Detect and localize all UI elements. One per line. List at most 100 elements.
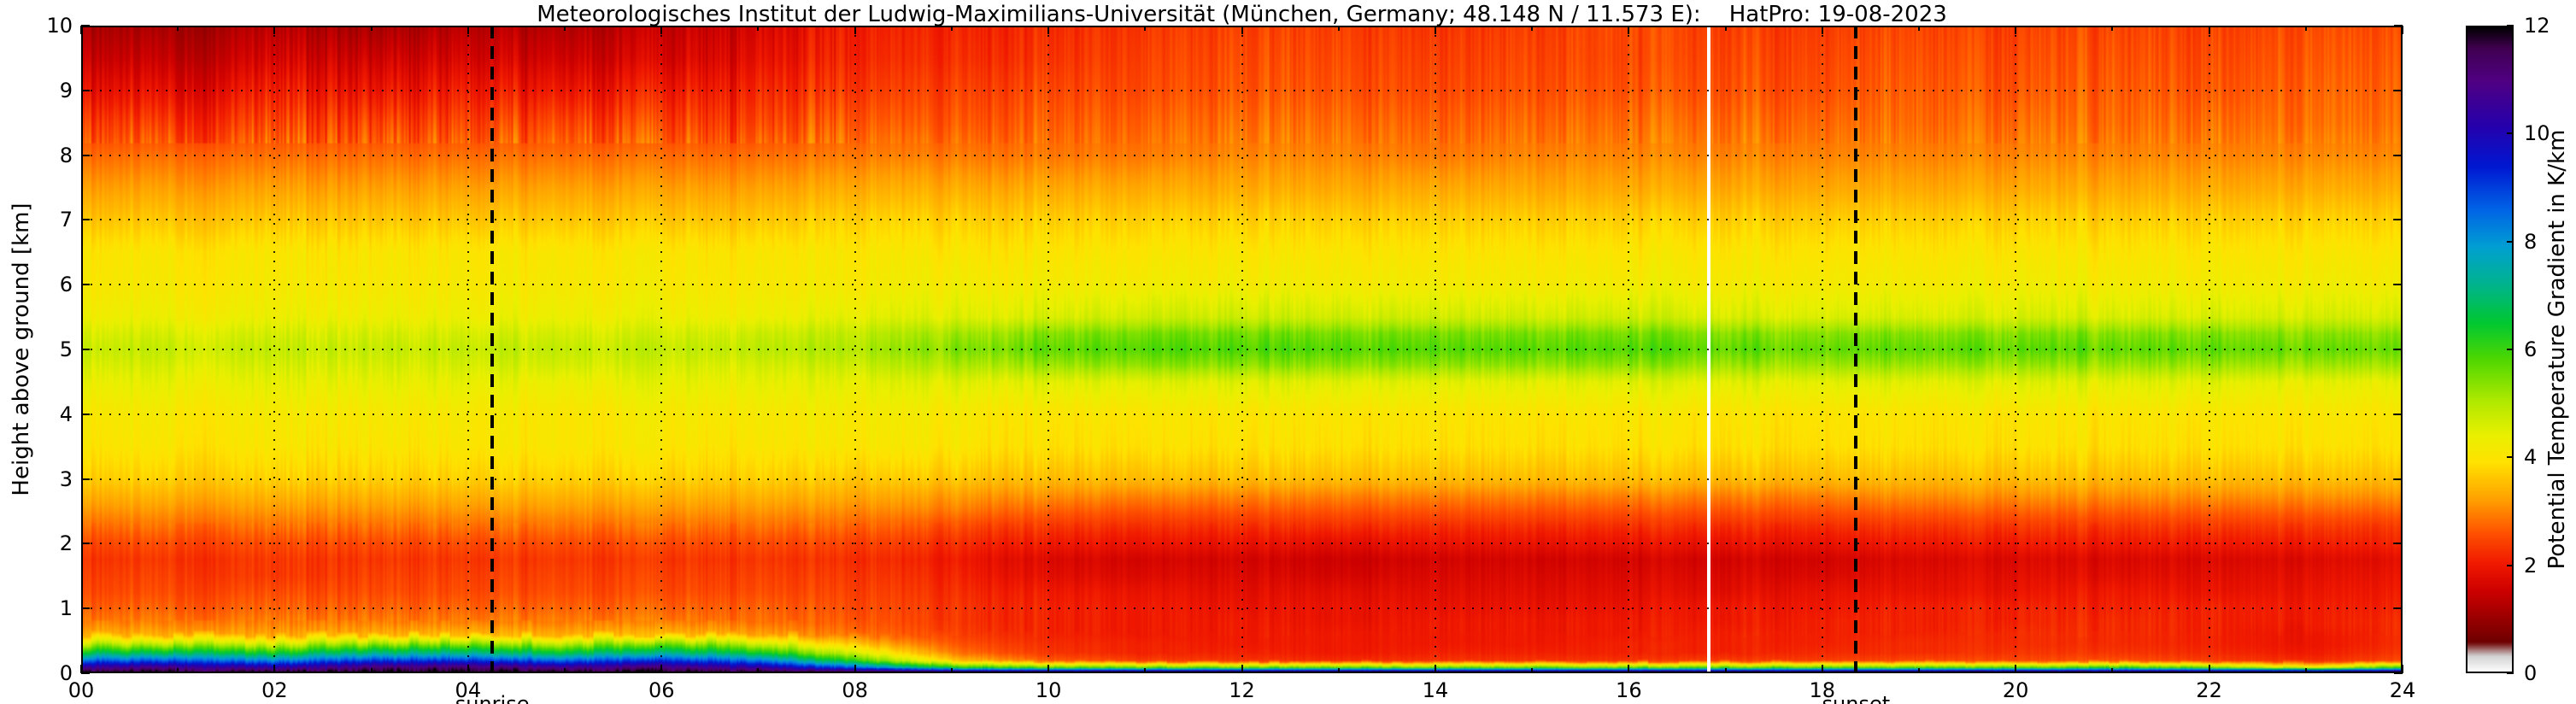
colorbar-tick-label: 10 [2524, 121, 2550, 146]
x-tick-mark [1241, 26, 1243, 34]
colorbar-canvas [2466, 26, 2514, 673]
y-tick-mark [2394, 219, 2403, 221]
y-tick-mark [81, 89, 90, 91]
colorbar-tick-mark [2507, 672, 2514, 674]
y-tick-mark [81, 349, 90, 350]
x-minor-tick-mark [1531, 668, 1534, 673]
x-minor-tick-mark [1144, 26, 1147, 31]
sunset-line [1854, 26, 1858, 673]
x-minor-tick-mark [370, 668, 373, 673]
x-tick-label: 00 [67, 678, 95, 702]
colorbar-tick-mark [2507, 132, 2514, 135]
x-tick-mark [2402, 26, 2403, 34]
x-tick-mark [1434, 26, 1436, 34]
y-tick-label: 7 [59, 208, 73, 232]
x-tick-label: 02 [261, 678, 288, 702]
x-tick-mark [1241, 665, 1243, 673]
x-tick-label: 24 [2389, 678, 2416, 702]
x-minor-tick-mark [370, 26, 373, 31]
x-tick-label: 08 [842, 678, 868, 702]
x-minor-tick-mark [1337, 26, 1340, 31]
x-minor-tick-mark [2111, 668, 2114, 673]
sunrise-line [490, 26, 495, 673]
x-minor-tick-mark [1917, 26, 1920, 31]
y-tick-mark [2394, 607, 2403, 610]
y-tick-mark [2394, 284, 2403, 286]
y-tick-mark [81, 478, 90, 480]
x-minor-tick-mark [950, 668, 953, 673]
colorbar-tick-label: 2 [2524, 553, 2538, 578]
colorbar-tick-mark [2507, 25, 2514, 26]
x-tick-label: 16 [1616, 678, 1642, 702]
plot-title: Meteorologisches Institut der Ludwig-Max… [537, 2, 1947, 27]
x-tick-mark [2015, 665, 2017, 673]
x-minor-tick-mark [564, 668, 566, 673]
colorbar-label: Potential Temperature Gradient in K/km [2544, 129, 2570, 570]
x-tick-mark [2208, 26, 2210, 34]
x-minor-tick-mark [177, 26, 179, 31]
x-tick-mark [1821, 26, 1823, 34]
x-minor-tick-mark [2304, 26, 2307, 31]
y-tick-mark [81, 413, 90, 415]
x-tick-mark [273, 665, 276, 673]
x-tick-label: 14 [1422, 678, 1449, 702]
x-minor-tick-mark [1144, 668, 1147, 673]
y-tick-label: 6 [59, 273, 73, 297]
x-minor-tick-mark [1531, 26, 1534, 31]
x-minor-tick-mark [757, 668, 760, 673]
x-tick-mark [2015, 26, 2017, 34]
y-tick-label: 4 [59, 402, 73, 426]
gridline-vertical [1434, 26, 1436, 673]
colorbar-tick-label: 4 [2524, 445, 2538, 470]
gridline-vertical [1241, 26, 1243, 673]
gridline-vertical [466, 26, 469, 673]
x-tick-label: 18 [1809, 678, 1836, 702]
y-tick-mark [2394, 478, 2403, 480]
gridline-vertical [2208, 26, 2210, 673]
x-minor-tick-mark [950, 26, 953, 31]
colorbar-tick-mark [2507, 349, 2514, 350]
colorbar-tick-label: 6 [2524, 337, 2538, 361]
y-tick-label: 9 [59, 78, 73, 103]
x-tick-mark [1628, 26, 1630, 34]
y-tick-label: 0 [59, 661, 73, 685]
y-tick-mark [2394, 543, 2403, 545]
x-tick-mark [466, 665, 469, 673]
x-tick-mark [1628, 665, 1630, 673]
colorbar-tick-label: 12 [2524, 14, 2550, 38]
gridline-vertical [273, 26, 276, 673]
x-tick-label: 10 [1035, 678, 1062, 702]
x-minor-tick-mark [2111, 26, 2114, 31]
y-tick-label: 10 [46, 14, 73, 38]
x-minor-tick-mark [1337, 668, 1340, 673]
y-tick-label: 1 [59, 596, 73, 621]
x-tick-mark [854, 665, 856, 673]
gridline-vertical [1628, 26, 1630, 673]
x-tick-label: 06 [648, 678, 675, 702]
colorbar-tick-mark [2507, 456, 2514, 459]
x-tick-mark [2402, 665, 2403, 673]
x-minor-tick-mark [1724, 668, 1727, 673]
y-tick-mark [81, 607, 90, 610]
x-tick-mark [660, 26, 663, 34]
x-tick-label: 04 [455, 678, 482, 702]
y-tick-mark [81, 284, 90, 286]
x-tick-mark [1047, 665, 1050, 673]
x-tick-mark [466, 26, 469, 34]
gridline-vertical [854, 26, 856, 673]
y-tick-mark [81, 154, 90, 156]
y-tick-mark [2394, 154, 2403, 156]
y-tick-mark [2394, 413, 2403, 415]
x-tick-label: 22 [2196, 678, 2222, 702]
x-tick-mark [1434, 665, 1436, 673]
y-tick-mark [81, 219, 90, 221]
gridline-vertical [1047, 26, 1050, 673]
y-tick-label: 8 [59, 143, 73, 167]
y-tick-mark [2394, 89, 2403, 91]
x-tick-mark [660, 665, 663, 673]
gridline-vertical [660, 26, 663, 673]
x-minor-tick-mark [1724, 26, 1727, 31]
x-tick-mark [854, 26, 856, 34]
gridline-vertical [1821, 26, 1823, 673]
x-tick-label: 20 [2002, 678, 2029, 702]
